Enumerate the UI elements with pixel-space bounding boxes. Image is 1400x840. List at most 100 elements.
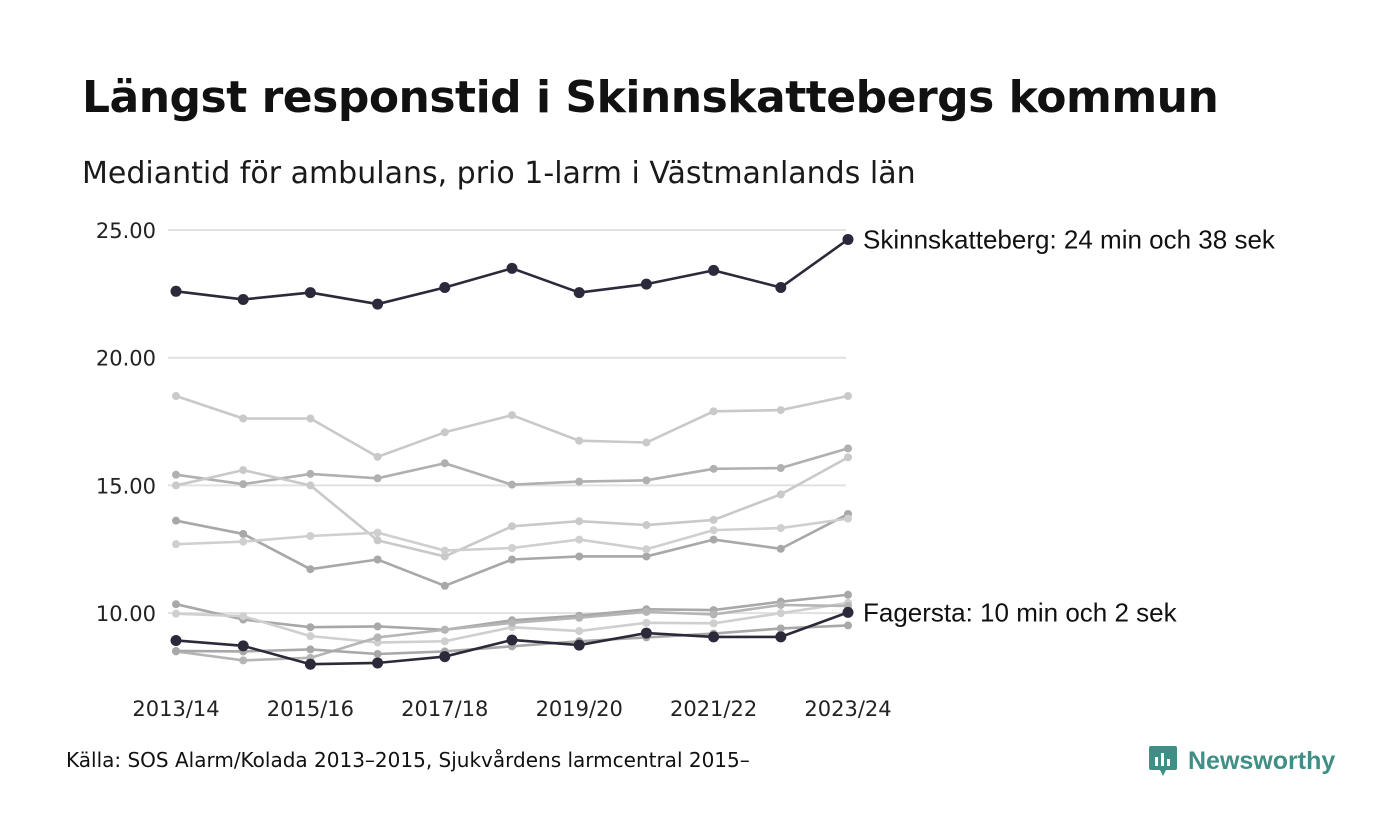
- series-background-line: [172, 598, 852, 647]
- chart-subtitle: Mediantid för ambulans, prio 1-larm i Vä…: [82, 156, 916, 191]
- data-point: [306, 414, 315, 423]
- data-point: [373, 528, 382, 537]
- data-point: [709, 610, 718, 619]
- data-point: [842, 233, 854, 245]
- newsworthy-logo-icon: [1149, 746, 1177, 776]
- x-tick-label: 2015/16: [267, 697, 354, 721]
- data-point: [776, 524, 785, 533]
- brand-logo[interactable]: Newsworthy: [1148, 744, 1335, 778]
- source-note: Källa: SOS Alarm/Kolada 2013–2015, Sjukv…: [66, 748, 750, 772]
- data-point: [642, 521, 651, 530]
- data-point: [508, 555, 516, 564]
- data-point: [373, 555, 382, 564]
- data-point: [642, 438, 651, 447]
- data-point: [172, 646, 180, 655]
- data-point: [508, 544, 516, 553]
- data-point: [642, 618, 651, 627]
- data-point: [573, 639, 585, 651]
- data-point: [373, 474, 382, 483]
- data-point: [239, 480, 248, 489]
- data-point: [306, 481, 315, 490]
- y-tick-label: 25.00: [96, 219, 156, 243]
- data-point: [775, 631, 787, 643]
- data-point: [239, 529, 248, 538]
- data-point: [372, 298, 384, 310]
- data-point: [575, 627, 584, 636]
- data-point: [172, 540, 180, 549]
- data-point: [776, 406, 785, 415]
- data-point: [508, 522, 516, 531]
- series-line: [175, 394, 849, 459]
- data-point: [172, 392, 180, 401]
- data-point: [440, 625, 449, 634]
- brand-name: Newsworthy: [1188, 746, 1336, 775]
- data-point: [172, 481, 180, 490]
- data-point: [508, 618, 516, 627]
- data-point: [239, 612, 248, 621]
- data-point: [844, 514, 852, 523]
- data-point: [239, 656, 248, 665]
- data-point: [776, 464, 785, 473]
- data-point: [306, 532, 315, 541]
- x-tick-label: 2021/22: [670, 697, 757, 721]
- data-point: [237, 640, 249, 652]
- data-point: [709, 619, 718, 628]
- data-point: [844, 590, 852, 599]
- data-point: [237, 293, 249, 305]
- data-point: [440, 581, 449, 590]
- data-point: [776, 600, 785, 609]
- data-point: [439, 651, 451, 663]
- y-tick-label: 10.00: [96, 602, 156, 626]
- data-point: [844, 392, 852, 401]
- series-end-label: Skinnskatteberg: 24 min och 38 sek: [863, 224, 1276, 254]
- data-point: [844, 444, 852, 453]
- x-tick-label: 2017/18: [401, 697, 488, 721]
- data-point: [440, 459, 449, 468]
- data-point: [708, 264, 720, 276]
- data-point: [239, 414, 248, 423]
- series-background-line: [172, 392, 852, 461]
- data-point: [642, 552, 651, 561]
- data-point: [776, 609, 785, 618]
- data-point: [373, 622, 382, 631]
- data-point: [306, 565, 315, 574]
- data-point: [573, 287, 585, 299]
- data-point: [373, 452, 382, 461]
- series-end-label: Fagersta: 10 min och 2 sek: [863, 597, 1178, 627]
- y-tick-label: 15.00: [96, 474, 156, 498]
- data-point: [709, 464, 718, 473]
- highlighted-series: [170, 233, 854, 670]
- y-axis-ticks: 10.00 15.00 20.00 25.00: [96, 219, 156, 626]
- data-point: [506, 262, 518, 274]
- data-point: [709, 526, 718, 535]
- data-point: [172, 516, 180, 525]
- data-point: [640, 278, 652, 290]
- series-background-line: [172, 510, 852, 590]
- data-point: [440, 552, 449, 561]
- data-point: [506, 634, 518, 646]
- data-point: [709, 407, 718, 416]
- data-point: [306, 469, 315, 478]
- data-point: [508, 480, 516, 489]
- x-axis-ticks: 2013/14 2015/16 2017/18 2019/20 2021/22 2023/…: [132, 697, 891, 721]
- y-tick-label: 20.00: [96, 347, 156, 371]
- data-point: [575, 436, 584, 445]
- data-point: [239, 466, 248, 475]
- data-point: [708, 631, 720, 643]
- background-series: [172, 392, 852, 665]
- series-background-line: [172, 453, 852, 561]
- data-point: [172, 600, 180, 609]
- series-fagersta: [170, 606, 854, 670]
- series-line: [175, 447, 849, 486]
- series-background-line: [172, 444, 852, 489]
- data-point: [842, 606, 854, 618]
- data-point: [775, 281, 787, 293]
- series-background-line: [172, 514, 852, 555]
- x-tick-label: 2013/14: [132, 697, 219, 721]
- data-point: [440, 428, 449, 437]
- data-point: [172, 609, 180, 618]
- series-end-labels: Skinnskatteberg: 24 min och 38 sek Fagers…: [863, 224, 1276, 627]
- data-point: [575, 613, 584, 622]
- data-point: [304, 658, 316, 670]
